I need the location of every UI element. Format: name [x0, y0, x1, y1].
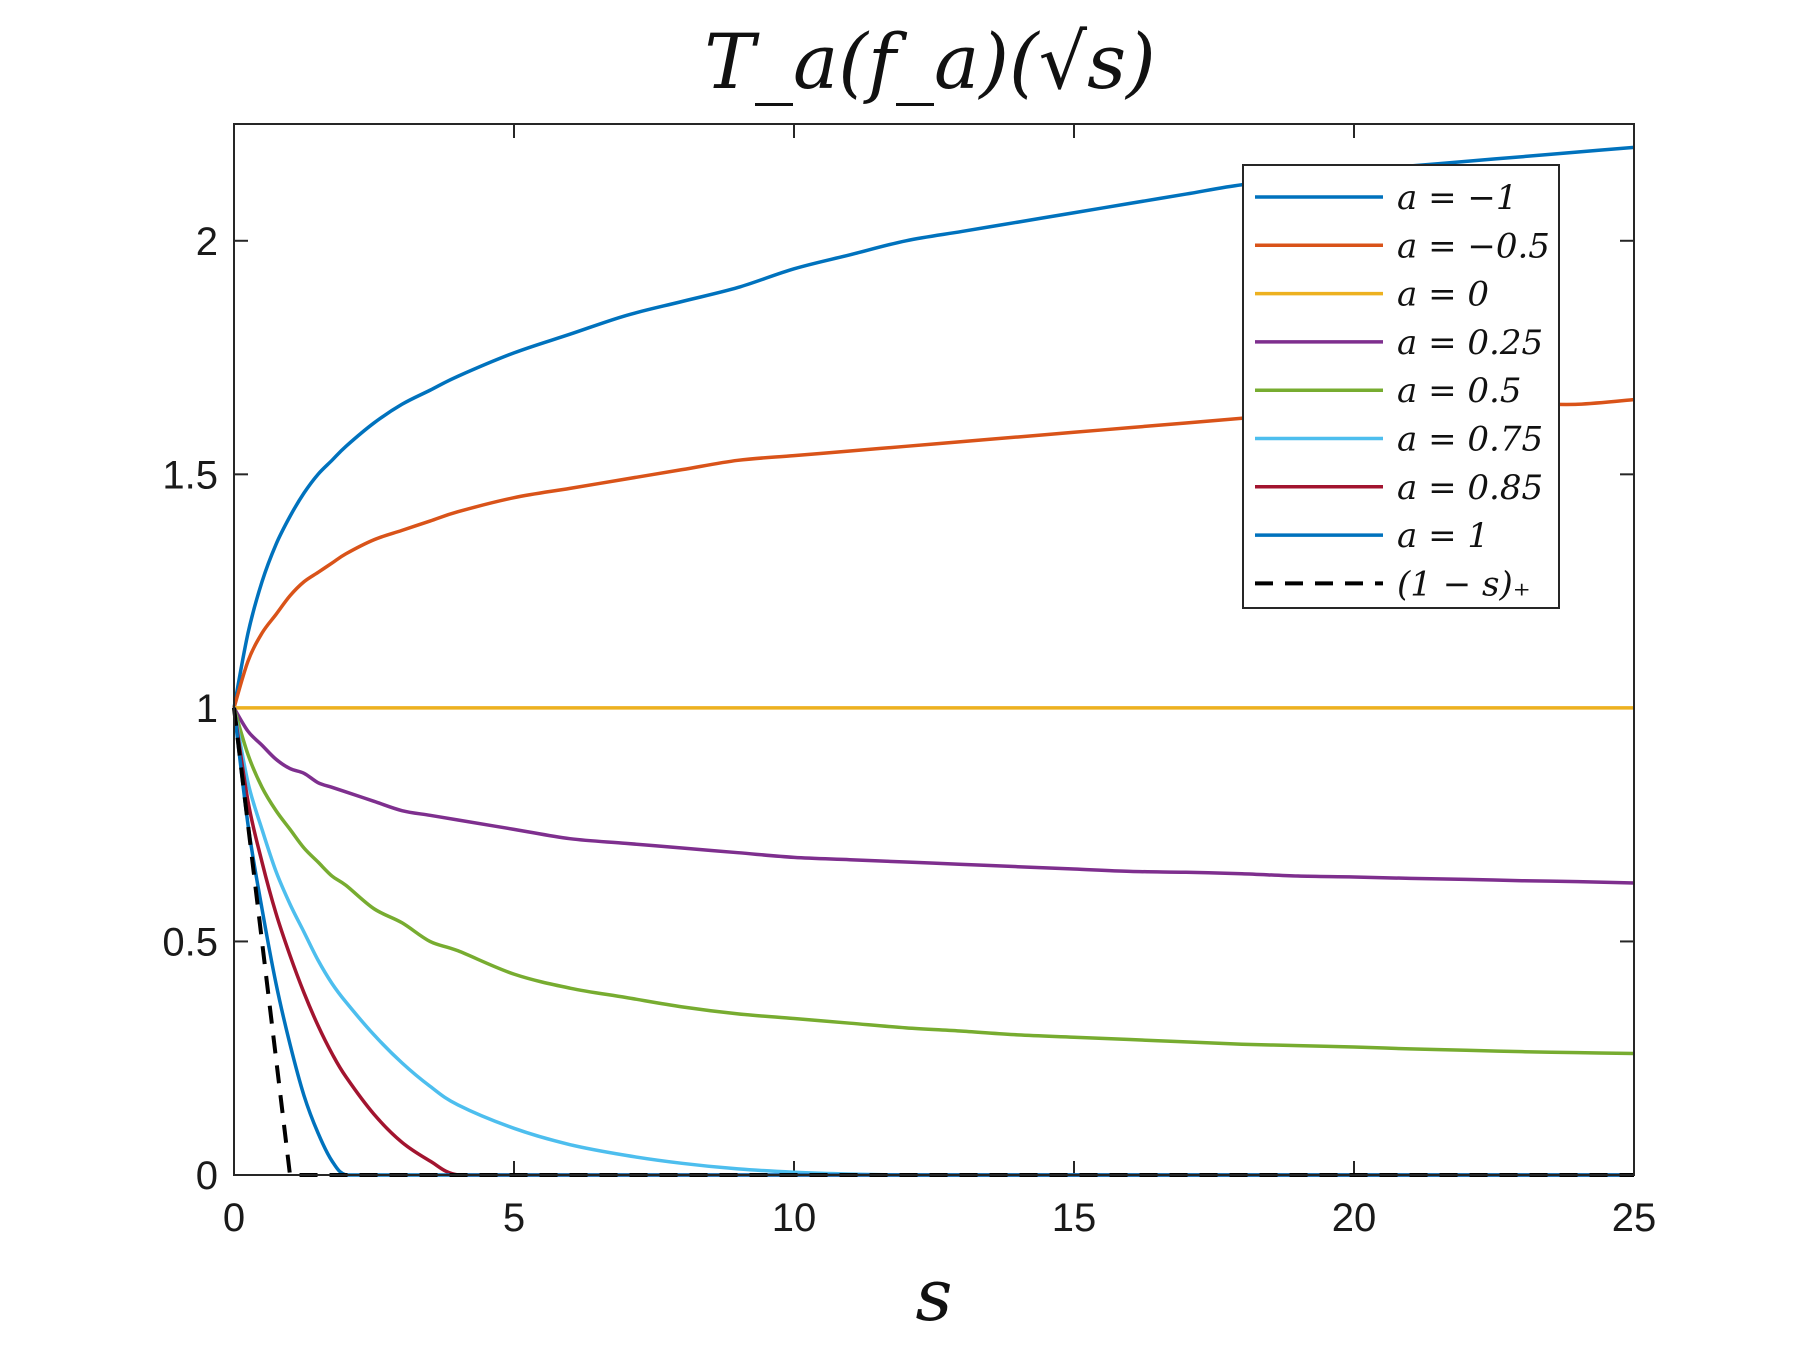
legend-label-8: (1 − s)₊	[1397, 564, 1531, 604]
axis-ticks: 0 5 10 15 20 25 0 0.5 1 1.5 2	[162, 124, 1656, 1240]
plot-frame-border	[233, 123, 1635, 1176]
legend-label-6: a = 0.85	[1397, 468, 1543, 508]
x-tick-label: 20	[1332, 1196, 1377, 1240]
x-tick-label: 0	[223, 1196, 245, 1240]
legend-label-7: a = 1	[1397, 516, 1489, 556]
legend-label-0: a = −1	[1397, 178, 1518, 218]
x-tick-label: 10	[772, 1196, 817, 1240]
y-tick-label: 0	[196, 1154, 218, 1198]
y-tick-label: 1	[196, 687, 218, 731]
legend-label-3: a = 0.25	[1397, 323, 1543, 363]
legend-label-4: a = 0.5	[1397, 371, 1521, 411]
series-line-3	[232, 706, 1635, 885]
legend-label-1: a = −0.5	[1397, 226, 1550, 266]
x-tick-label: 15	[1052, 1196, 1097, 1240]
series-line-4	[232, 707, 1635, 1056]
chart-title: T_a(f_a)(√s)	[704, 17, 1155, 106]
x-axis-label: s	[916, 1253, 953, 1337]
legend-label-2: a = 0	[1397, 275, 1489, 315]
legend: a = −1 a = −0.5 a = 0 a = 0.25 a = 0.5 a = 0.…	[1242, 164, 1560, 609]
x-tick-label: 5	[503, 1196, 525, 1240]
y-tick-label: 1.5	[162, 453, 218, 497]
legend-items: a = −1 a = −0.5 a = 0 a = 0.25 a = 0.5 a = 0.…	[1255, 178, 1550, 604]
y-tick-label: 0.5	[162, 920, 218, 964]
x-tick-label: 25	[1612, 1196, 1657, 1240]
y-tick-label: 2	[196, 220, 218, 264]
legend-label-5: a = 0.75	[1397, 420, 1543, 460]
